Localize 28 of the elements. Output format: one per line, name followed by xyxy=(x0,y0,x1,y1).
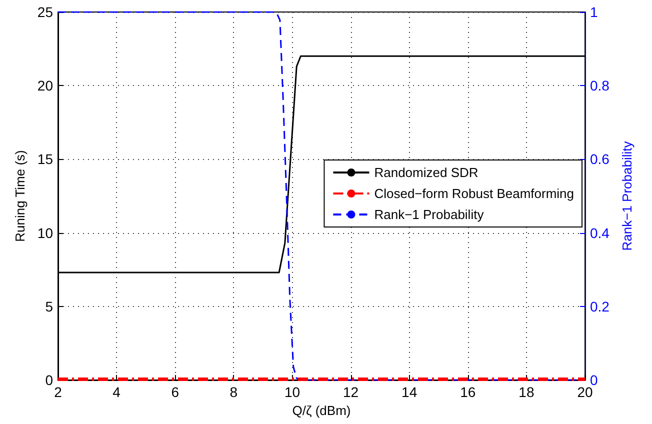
y-tick-label: 0 xyxy=(45,372,54,388)
y-tick-label: 20 xyxy=(37,78,54,94)
y2-axis-title: Rank−1 Probability xyxy=(619,140,634,251)
x-tick-label: 16 xyxy=(460,384,476,400)
y-tick-label: 5 xyxy=(45,298,54,314)
y2-tick-label: 0.6 xyxy=(590,151,610,168)
x-tick-label: 18 xyxy=(518,384,534,400)
y-axis-title: Runing Time (s) xyxy=(12,150,28,242)
y-tick-label: 10 xyxy=(37,224,54,241)
y-tick-label: 15 xyxy=(37,151,54,168)
y2-tick-label: 0.2 xyxy=(590,298,610,314)
x-axis-title: Q/ζ (dBm) xyxy=(292,402,351,418)
x-tick-label: 6 xyxy=(171,384,180,400)
x-tick-label: 12 xyxy=(342,384,359,400)
y2-tick-label: 0 xyxy=(590,372,598,388)
x-tick-label: 4 xyxy=(112,384,121,400)
x-tick-label: 2 xyxy=(54,384,62,400)
y2-tick-label: 1 xyxy=(590,4,598,20)
legend-label: Rank−1 Probability xyxy=(374,207,484,222)
x-tick-label: 14 xyxy=(402,384,418,400)
y-tick-label: 25 xyxy=(37,4,54,20)
y2-tick-label: 0.4 xyxy=(590,224,610,241)
x-tick-label: 8 xyxy=(230,384,238,400)
legend-label: Randomized SDR xyxy=(374,165,478,180)
x-tick-label: 20 xyxy=(577,384,593,400)
legend-label: Closed−form Robust Beamforming xyxy=(374,186,574,201)
x-tick-label: 10 xyxy=(284,384,300,400)
y2-tick-label: 0.8 xyxy=(590,78,610,94)
